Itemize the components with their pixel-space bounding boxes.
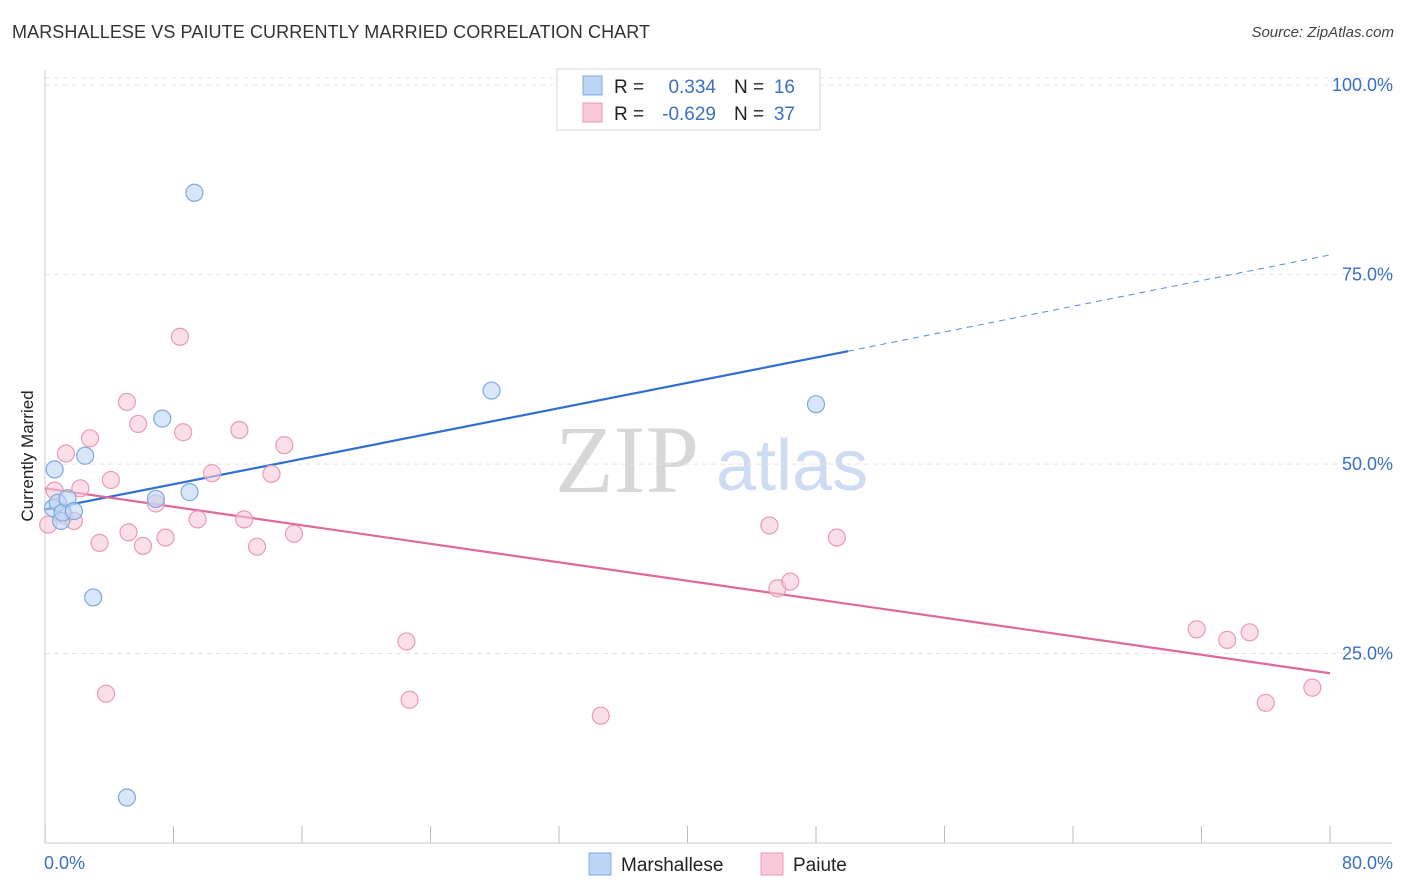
paiute-point xyxy=(202,464,222,483)
y-axis-title: Currently Married xyxy=(18,390,37,521)
paiute-point xyxy=(262,464,281,484)
paiute-point xyxy=(71,479,90,498)
paiute-point xyxy=(781,572,800,591)
paiute-point xyxy=(170,327,190,346)
paiute-point xyxy=(129,414,148,434)
legend-n-value-2: 37 xyxy=(774,104,795,125)
y-tick-label: 25.0% xyxy=(1342,644,1393,664)
paiute-point xyxy=(397,632,416,651)
marshallese-point xyxy=(117,788,137,807)
marshallese-point xyxy=(64,501,84,521)
paiute-point xyxy=(1303,678,1322,697)
legend-r-value-1: 0.334 xyxy=(668,77,716,98)
paiute-point xyxy=(247,537,267,556)
trend-line-marshallese xyxy=(44,350,849,511)
x-tick-label-max: 80.0% xyxy=(1342,853,1393,873)
trend-line-marshallese-extension xyxy=(848,254,1331,352)
paiute-point xyxy=(119,523,138,542)
paiute-point xyxy=(275,436,294,455)
marshallese-point xyxy=(76,446,95,465)
paiute-point xyxy=(284,524,304,543)
paiute-point xyxy=(235,510,254,529)
watermark-atlas: atlas xyxy=(716,426,868,506)
y-tick-label: 75.0% xyxy=(1342,265,1393,285)
marshallese-point xyxy=(806,395,826,414)
legend-n-label-1: N = xyxy=(734,77,764,98)
trend-line-paiute xyxy=(44,487,1331,675)
paiute-point xyxy=(101,470,120,490)
paiute-point xyxy=(1187,620,1206,639)
paiute-point xyxy=(188,510,207,529)
gridlines xyxy=(45,77,1392,655)
paiute-point xyxy=(96,684,116,703)
paiute-point xyxy=(1240,623,1259,642)
paiute-point xyxy=(117,392,137,412)
chart-title: MARSHALLESE VS PAIUTE CURRENTLY MARRIED … xyxy=(12,22,651,42)
legend-r-label-2: R = xyxy=(614,104,644,125)
legend-n-label-2: N = xyxy=(734,104,764,125)
paiute-point xyxy=(827,528,846,547)
paiute-point xyxy=(230,420,249,440)
marshallese-point xyxy=(153,409,172,428)
series-legend-label-paiute: Paiute xyxy=(793,855,847,876)
data-points xyxy=(39,183,1322,807)
legend-r-value-2: -0.629 xyxy=(662,104,716,125)
marshallese-point xyxy=(180,483,199,502)
y-tick-labels: 25.0% 50.0% 75.0% 100.0% xyxy=(1332,75,1393,663)
watermark: ZIP atlas xyxy=(555,406,868,513)
x-tick-label-min: 0.0% xyxy=(44,853,85,873)
paiute-point xyxy=(1256,693,1275,712)
paiute-point xyxy=(400,690,419,709)
paiute-point xyxy=(133,536,153,556)
y-tick-label: 100.0% xyxy=(1332,75,1393,95)
legend-swatch-marshallese xyxy=(582,75,603,96)
watermark-zip: ZIP xyxy=(555,406,699,513)
paiute-point xyxy=(56,444,75,463)
series-legend-swatch-marshallese xyxy=(588,852,612,876)
series-legend-label-marshallese: Marshallese xyxy=(621,855,723,876)
marshallese-point xyxy=(45,460,64,479)
paiute-point xyxy=(1218,630,1237,649)
marshallese-point xyxy=(84,588,103,607)
stats-legend: R = 0.334 N = 16 R = -0.629 N = 37 xyxy=(556,68,821,131)
source-credit: Source: ZipAtlas.com xyxy=(1251,24,1394,41)
axes xyxy=(44,70,1392,844)
y-tick-label: 50.0% xyxy=(1342,454,1393,474)
paiute-point xyxy=(80,429,100,448)
legend-r-label-1: R = xyxy=(614,77,644,98)
legend-n-value-1: 16 xyxy=(774,77,795,98)
paiute-point xyxy=(591,706,610,725)
legend-swatch-paiute xyxy=(582,102,603,123)
paiute-point xyxy=(156,528,175,547)
marshallese-point xyxy=(482,381,501,400)
marshallese-point xyxy=(185,183,204,202)
series-legend-swatch-paiute xyxy=(760,852,784,876)
series-legend: Marshallese Paiute xyxy=(588,852,847,876)
paiute-point xyxy=(760,516,779,535)
marshallese-point xyxy=(146,489,165,509)
paiute-point xyxy=(174,423,193,442)
trend-lines xyxy=(44,254,1331,675)
paiute-point xyxy=(90,533,109,552)
